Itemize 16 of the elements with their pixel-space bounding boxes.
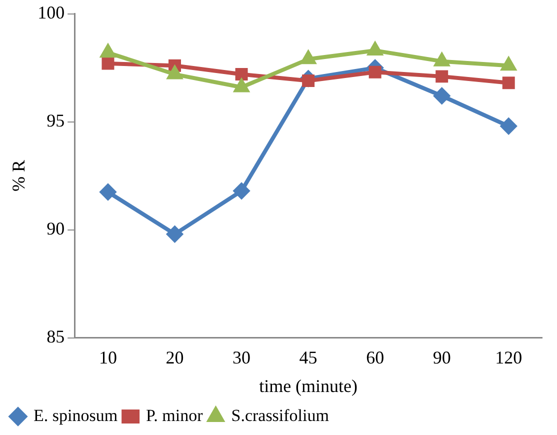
- y-axis-title: % R: [8, 160, 29, 192]
- x-tick-label: 90: [432, 347, 451, 368]
- x-tick-label: 120: [495, 347, 522, 368]
- y-tick-label: 85: [46, 326, 65, 347]
- y-tick-label: 95: [46, 110, 65, 131]
- legend-label: E. spinosum: [34, 406, 118, 425]
- legend-label: P. minor: [146, 406, 204, 425]
- x-tick-label: 45: [299, 347, 318, 368]
- x-tick-label: 10: [98, 347, 117, 368]
- x-tick-label: 30: [232, 347, 251, 368]
- x-tick-label: 60: [366, 347, 384, 368]
- x-tick-label: 20: [166, 347, 184, 368]
- y-tick-label: 90: [46, 218, 65, 239]
- y-tick-label: 100: [38, 2, 65, 23]
- legend-label: S.crassifolium: [231, 406, 329, 425]
- x-axis-title: time (minute): [259, 376, 358, 396]
